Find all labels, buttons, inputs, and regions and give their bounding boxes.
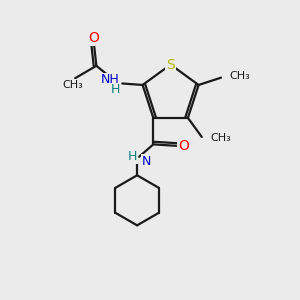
Text: O: O — [88, 31, 100, 45]
Text: NH: NH — [100, 74, 119, 86]
Text: CH₃: CH₃ — [229, 71, 250, 81]
Text: N: N — [142, 155, 152, 168]
Text: O: O — [178, 139, 189, 153]
Text: H: H — [111, 83, 120, 97]
Text: S: S — [166, 58, 175, 72]
Text: CH₃: CH₃ — [211, 133, 231, 142]
Text: CH₃: CH₃ — [62, 80, 83, 90]
Text: H: H — [128, 150, 137, 163]
